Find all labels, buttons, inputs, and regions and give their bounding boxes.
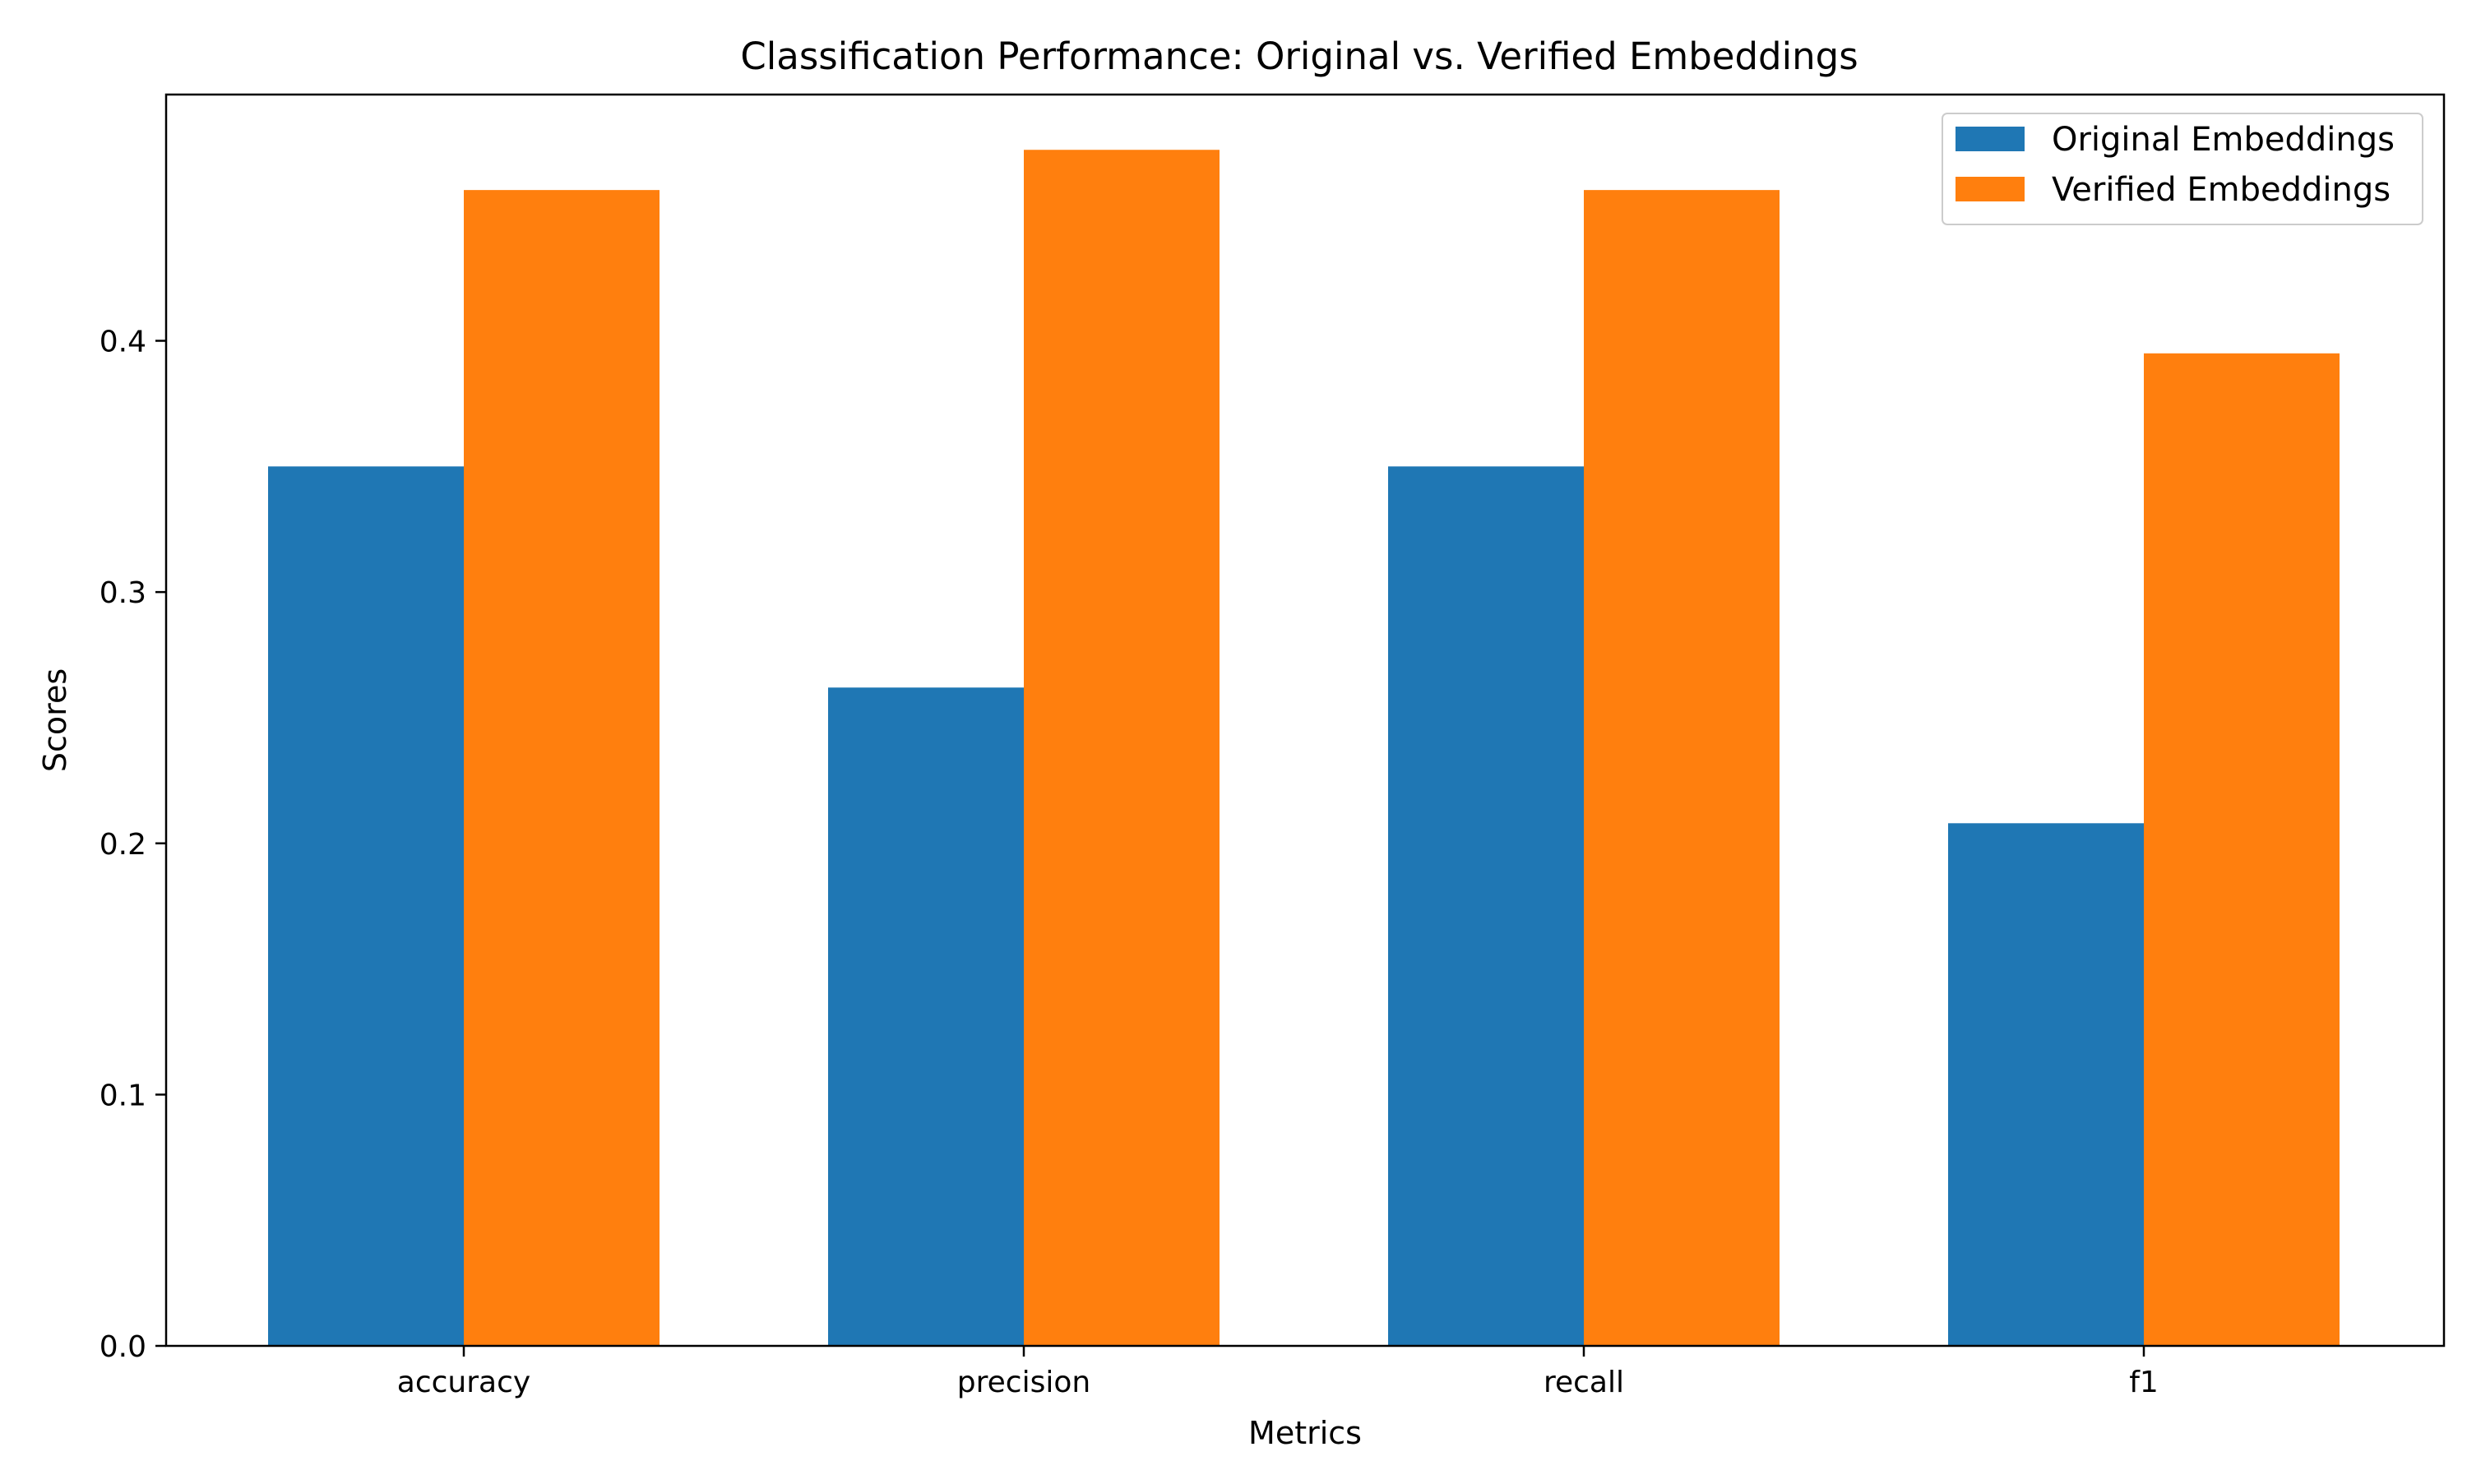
legend-swatch-original <box>1956 127 2025 151</box>
chart-title: Classification Performance: Original vs.… <box>740 35 1858 78</box>
y-tick-label: 0.2 <box>100 828 146 862</box>
x-tick-label-precision: precision <box>957 1366 1090 1399</box>
bar-verified-recall <box>1584 190 1780 1346</box>
x-tick-label-recall: recall <box>1544 1366 1624 1399</box>
bar-original-recall <box>1388 466 1584 1346</box>
y-axis-label: Scores <box>37 668 73 772</box>
bar-verified-precision <box>1024 150 1220 1347</box>
x-tick-label-accuracy: accuracy <box>397 1366 530 1399</box>
legend-swatch-verified <box>1956 177 2025 201</box>
legend-label-verified: Verified Embeddings <box>2052 171 2391 209</box>
bar-original-f1 <box>1948 823 2144 1346</box>
x-tick-label-f1: f1 <box>2129 1366 2159 1399</box>
bar-verified-accuracy <box>464 190 660 1346</box>
bars-layer <box>268 150 2340 1347</box>
y-axis-ticks: 0.0 0.1 0.2 0.3 0.4 <box>100 326 166 1364</box>
y-tick-label: 0.1 <box>100 1079 146 1112</box>
legend-label-original: Original Embeddings <box>2052 121 2395 159</box>
legend: Original Embeddings Verified Embeddings <box>1942 113 2423 225</box>
bar-original-precision <box>828 687 1024 1346</box>
y-tick-label: 0.4 <box>100 326 146 359</box>
plot-frame <box>164 93 2446 1348</box>
x-axis-label: Metrics <box>1248 1415 1362 1451</box>
y-tick-label: 0.3 <box>100 576 146 610</box>
x-axis-ticks: accuracy precision recall f1 <box>397 1346 2159 1399</box>
bar-verified-f1 <box>2144 353 2340 1347</box>
legend-frame <box>1942 113 2423 225</box>
y-tick-label: 0.0 <box>100 1330 146 1364</box>
bar-original-accuracy <box>268 466 464 1346</box>
